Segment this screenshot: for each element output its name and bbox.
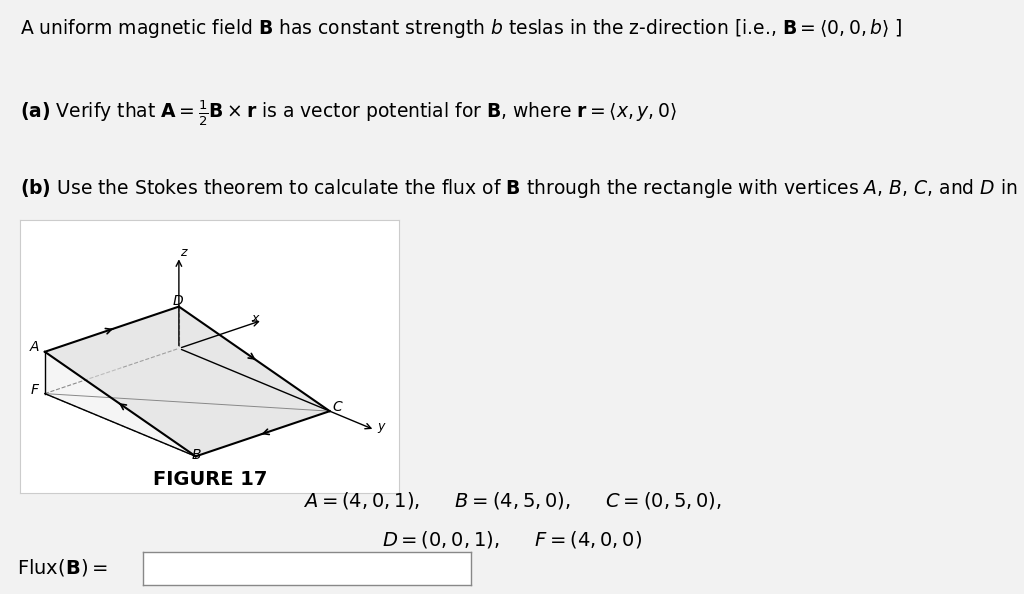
Text: $A$: $A$ [29,340,40,355]
Text: $z$: $z$ [180,245,188,258]
Text: $D = (0, 0, 1),$     $F = (4, 0, 0)$: $D = (0, 0, 1),$ $F = (4, 0, 0)$ [382,529,642,549]
Text: Flux$(\mathbf{B}) =$: Flux$(\mathbf{B}) =$ [16,557,108,578]
Text: A uniform magnetic field $\mathbf{B}$ has constant strength $b$ teslas in the z-: A uniform magnetic field $\mathbf{B}$ ha… [20,17,903,40]
Polygon shape [45,352,330,456]
Text: $C$: $C$ [333,400,344,413]
Text: FIGURE 17: FIGURE 17 [153,470,267,489]
Text: $D$: $D$ [172,294,184,308]
Text: $F$: $F$ [31,383,40,397]
Text: $B$: $B$ [191,448,202,462]
Text: $y$: $y$ [377,421,387,435]
Polygon shape [45,307,330,456]
Text: $x$: $x$ [251,311,260,324]
Text: $A = (4, 0, 1),$     $B = (4, 5, 0),$     $C = (0, 5, 0),$: $A = (4, 0, 1),$ $B = (4, 5, 0),$ $C = (… [303,490,721,511]
Text: $\mathbf{(b)}$ Use the Stokes theorem to calculate the flux of $\mathbf{B}$ thro: $\mathbf{(b)}$ Use the Stokes theorem to… [20,178,1024,200]
Text: $\mathbf{(a)}$ Verify that $\mathbf{A} = \frac{1}{2}\mathbf{B} \times \mathbf{r}: $\mathbf{(a)}$ Verify that $\mathbf{A} =… [20,98,678,128]
